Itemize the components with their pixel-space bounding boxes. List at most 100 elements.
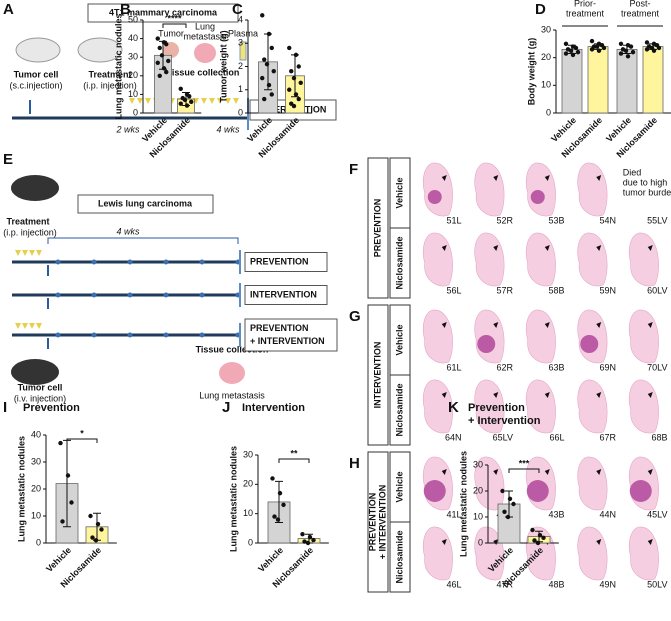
- lung-image: [422, 309, 453, 364]
- data-point: [644, 40, 650, 45]
- arrowhead: [596, 539, 602, 545]
- arrowhead: [441, 322, 447, 328]
- arrowhead: [596, 175, 602, 181]
- significance-label: ***: [519, 458, 530, 468]
- treatment-marker: [36, 323, 42, 329]
- row-box: [389, 521, 411, 593]
- group-box: [367, 304, 389, 446]
- arrowhead: [493, 539, 499, 545]
- y-axis-label: Lung metastatic nodules: [458, 451, 468, 557]
- chart-title: + Intervention: [468, 415, 541, 427]
- arrowhead: [647, 322, 653, 328]
- y-tick-label: 20: [541, 52, 551, 62]
- data-point: [618, 41, 624, 47]
- panel-letter: I: [3, 399, 7, 416]
- data-point: [260, 13, 265, 18]
- protocol-box: [244, 285, 328, 305]
- data-point: [271, 68, 276, 74]
- note: Died: [623, 167, 642, 177]
- timeline-dot: [199, 332, 205, 338]
- sample-label: 55LV: [647, 215, 667, 225]
- group-label: treatment: [621, 8, 660, 18]
- arrowhead: [441, 539, 447, 545]
- note: due to high: [623, 177, 668, 187]
- sample-label: 62R: [496, 362, 513, 372]
- y-tick-label: 0: [133, 107, 138, 117]
- data-point: [291, 75, 297, 81]
- data-point: [161, 66, 167, 71]
- y-tick-label: 1: [238, 84, 243, 94]
- tumor-spot: [477, 335, 496, 353]
- label: (i.p. injection): [3, 227, 57, 237]
- lung-image: [422, 232, 453, 287]
- data-point: [601, 45, 607, 51]
- chart-title: Prevention: [468, 402, 525, 414]
- row-label: Vehicle: [394, 324, 404, 355]
- label: Tissue collection: [196, 344, 269, 354]
- data-point: [155, 60, 160, 65]
- bracket: [47, 237, 239, 244]
- data-point: [296, 64, 301, 69]
- chart-title: Prevention: [23, 402, 80, 414]
- tumor-spot: [423, 480, 446, 502]
- row-label: Niclosamide: [394, 530, 404, 583]
- data-point: [570, 52, 576, 58]
- chart-title: Intervention: [242, 402, 305, 414]
- row-label: Vehicle: [394, 471, 404, 502]
- sample-label: 47R: [496, 579, 513, 589]
- data-point: [563, 51, 569, 56]
- y-tick-label: 30: [243, 449, 253, 459]
- tumor-spot: [580, 335, 599, 353]
- tumor-spot: [526, 480, 549, 502]
- data-point: [287, 87, 292, 92]
- y-axis-label: Body weight (g): [526, 38, 536, 106]
- label: Tumor cell: [14, 69, 59, 79]
- lung-image: [525, 162, 556, 217]
- panel-letter: C: [232, 1, 243, 18]
- data-point: [589, 47, 595, 52]
- timeline-dot: [163, 292, 169, 298]
- data-point: [287, 45, 292, 51]
- data-point: [575, 49, 581, 55]
- treatment-marker: [209, 98, 215, 104]
- arrowhead: [544, 469, 550, 475]
- sample-label: 50LV: [647, 579, 667, 589]
- label: (i.v. injection): [14, 393, 66, 403]
- panel-letter: G: [349, 308, 361, 325]
- data-point: [262, 57, 267, 62]
- treatment-marker: [29, 250, 35, 256]
- data-point: [537, 533, 543, 538]
- data-point: [69, 500, 74, 505]
- timeline-dot: [127, 259, 133, 265]
- sample-label: 58B: [548, 285, 564, 295]
- significance-label: *: [80, 428, 84, 438]
- row-label: Niclosamide: [394, 236, 404, 289]
- data-point: [500, 488, 505, 494]
- data-point: [189, 99, 194, 105]
- data-point: [305, 540, 311, 546]
- panel-title: Lewis lung carcinoma: [98, 198, 193, 208]
- mouse-icon: [11, 175, 59, 201]
- lung-image: [474, 162, 505, 217]
- panel-letter: F: [349, 161, 358, 178]
- sample-label: 65LV: [493, 432, 513, 442]
- lung-image: [577, 232, 608, 287]
- data-point: [269, 92, 274, 97]
- significance-label: **: [290, 448, 298, 458]
- data-point: [182, 97, 188, 103]
- timeline-dot: [199, 259, 205, 265]
- sample-label: 45LV: [647, 509, 667, 519]
- arrowhead: [647, 245, 653, 251]
- data-point: [159, 53, 165, 58]
- protocol-label: INTERVENTION: [250, 289, 317, 299]
- arrowhead: [647, 469, 653, 475]
- data-point: [166, 58, 171, 64]
- y-tick-label: 0: [478, 537, 483, 547]
- data-point: [99, 527, 104, 532]
- lung-icon: [219, 362, 245, 384]
- data-point: [541, 535, 546, 540]
- row-label: Vehicle: [394, 177, 404, 208]
- treatment-marker: [22, 250, 28, 256]
- timeline-dot: [127, 332, 133, 338]
